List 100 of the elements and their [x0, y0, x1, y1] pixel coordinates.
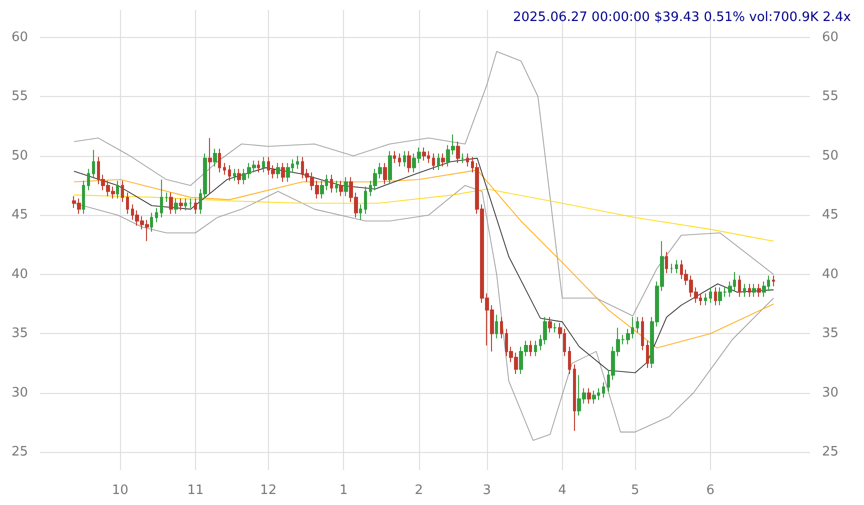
candlestick	[757, 283, 761, 298]
line-series	[74, 51, 774, 316]
y-tick-label: 35	[11, 326, 28, 342]
y-tick-label: 55	[11, 89, 28, 104]
candlestick	[432, 152, 435, 171]
candlestick	[359, 204, 362, 220]
candlestick	[388, 150, 392, 185]
candlestick	[461, 152, 464, 164]
candlestick	[233, 168, 236, 182]
candlestick	[383, 162, 387, 185]
candlestick	[213, 148, 217, 167]
candlestick	[748, 283, 751, 298]
x-tick-label: 3	[482, 483, 492, 498]
candlestick	[704, 292, 707, 306]
x-tick-label: 2	[414, 483, 424, 498]
candlestick	[218, 148, 221, 173]
candlestick	[126, 192, 129, 214]
candlestick	[262, 156, 265, 173]
candlestick	[738, 275, 741, 298]
x-tick-label: 1	[339, 483, 348, 498]
candlestick	[150, 212, 153, 232]
candlestick	[422, 147, 426, 162]
candlestick	[82, 180, 85, 214]
candlestick	[208, 138, 212, 194]
candlestick	[237, 168, 241, 185]
y2-tick-label: 40	[822, 266, 839, 282]
x-tick-label: 4	[558, 483, 566, 498]
y2-tick-label: 60	[822, 30, 839, 45]
candlestick	[500, 316, 503, 339]
candlestick	[403, 150, 406, 167]
candlestick	[437, 152, 440, 171]
candlestick	[121, 180, 124, 203]
y-tick-label: 40	[11, 266, 28, 282]
candlestick	[116, 180, 119, 200]
candlestick	[675, 260, 678, 274]
candlestick	[330, 174, 333, 194]
candlestick	[743, 283, 746, 298]
y-tick-label: 50	[11, 148, 28, 164]
candlestick	[344, 176, 348, 197]
candlestick	[160, 179, 163, 218]
candlestick	[529, 340, 532, 357]
y2-tick-label: 25	[822, 444, 839, 460]
candlestick	[87, 168, 90, 191]
candlestick	[296, 155, 299, 170]
line-series	[74, 170, 774, 348]
candlestick	[665, 251, 668, 274]
candlestick	[179, 198, 183, 211]
candlestick	[92, 149, 95, 179]
x-tick-label: 10	[112, 483, 128, 498]
candlestick	[189, 198, 192, 208]
candlestick	[194, 198, 197, 214]
candlestick	[553, 322, 557, 333]
candlestick	[407, 150, 411, 173]
candlestick	[174, 198, 178, 214]
candlestick	[495, 314, 498, 339]
y2-tick-label: 50	[822, 148, 839, 164]
candlestick	[393, 150, 396, 164]
candlestick	[286, 162, 290, 182]
y2-tick-label: 35	[822, 326, 839, 342]
x-tick-label: 12	[260, 483, 277, 498]
candlestick	[592, 390, 596, 404]
candlestick	[573, 364, 576, 432]
candlestick	[441, 152, 445, 167]
candlestick	[155, 207, 158, 223]
candlestick	[670, 263, 673, 274]
candlestick	[641, 316, 644, 351]
candlestick	[568, 346, 571, 374]
candlestick	[709, 286, 712, 304]
candlestick	[223, 162, 226, 176]
candlestick	[257, 160, 260, 173]
x-tick-label: 11	[187, 483, 204, 498]
candlestick	[335, 180, 338, 194]
candlestick	[646, 340, 649, 369]
candlestick	[169, 192, 173, 214]
candlestick	[772, 275, 775, 287]
y-tick-label: 30	[11, 385, 28, 400]
line-series	[74, 188, 774, 242]
y-tick-label: 60	[11, 30, 28, 45]
chart-title: 2025.06.27 00:00:00 $39.43 0.51% vol:700.9K 2.4x	[512, 10, 852, 25]
candlestick	[534, 340, 537, 357]
candlestick	[165, 192, 168, 203]
x-tick-label: 6	[706, 483, 715, 498]
candlestick	[752, 283, 756, 298]
line-series	[74, 158, 774, 374]
candlestick	[228, 164, 231, 182]
candlestick	[636, 316, 639, 333]
y2-tick-label: 30	[822, 385, 839, 400]
candlestick	[281, 162, 285, 182]
line-series	[74, 185, 774, 441]
y2-tick-label: 55	[822, 89, 839, 104]
candlestick	[602, 382, 605, 398]
candlestick	[466, 152, 469, 167]
candlestick	[587, 388, 591, 404]
candlestick	[276, 162, 280, 179]
y-tick-label: 45	[11, 208, 28, 223]
y-tick-label: 25	[11, 444, 28, 460]
x-tick-label: 5	[630, 483, 640, 498]
candlestick	[548, 316, 552, 333]
candlestick	[364, 186, 367, 214]
candlestick	[398, 152, 401, 167]
